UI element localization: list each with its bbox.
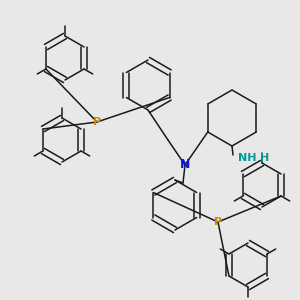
Text: NH: NH: [238, 153, 256, 163]
Text: P: P: [93, 117, 101, 127]
Text: H: H: [260, 153, 269, 163]
Text: N: N: [180, 158, 190, 172]
Text: P: P: [214, 217, 222, 227]
